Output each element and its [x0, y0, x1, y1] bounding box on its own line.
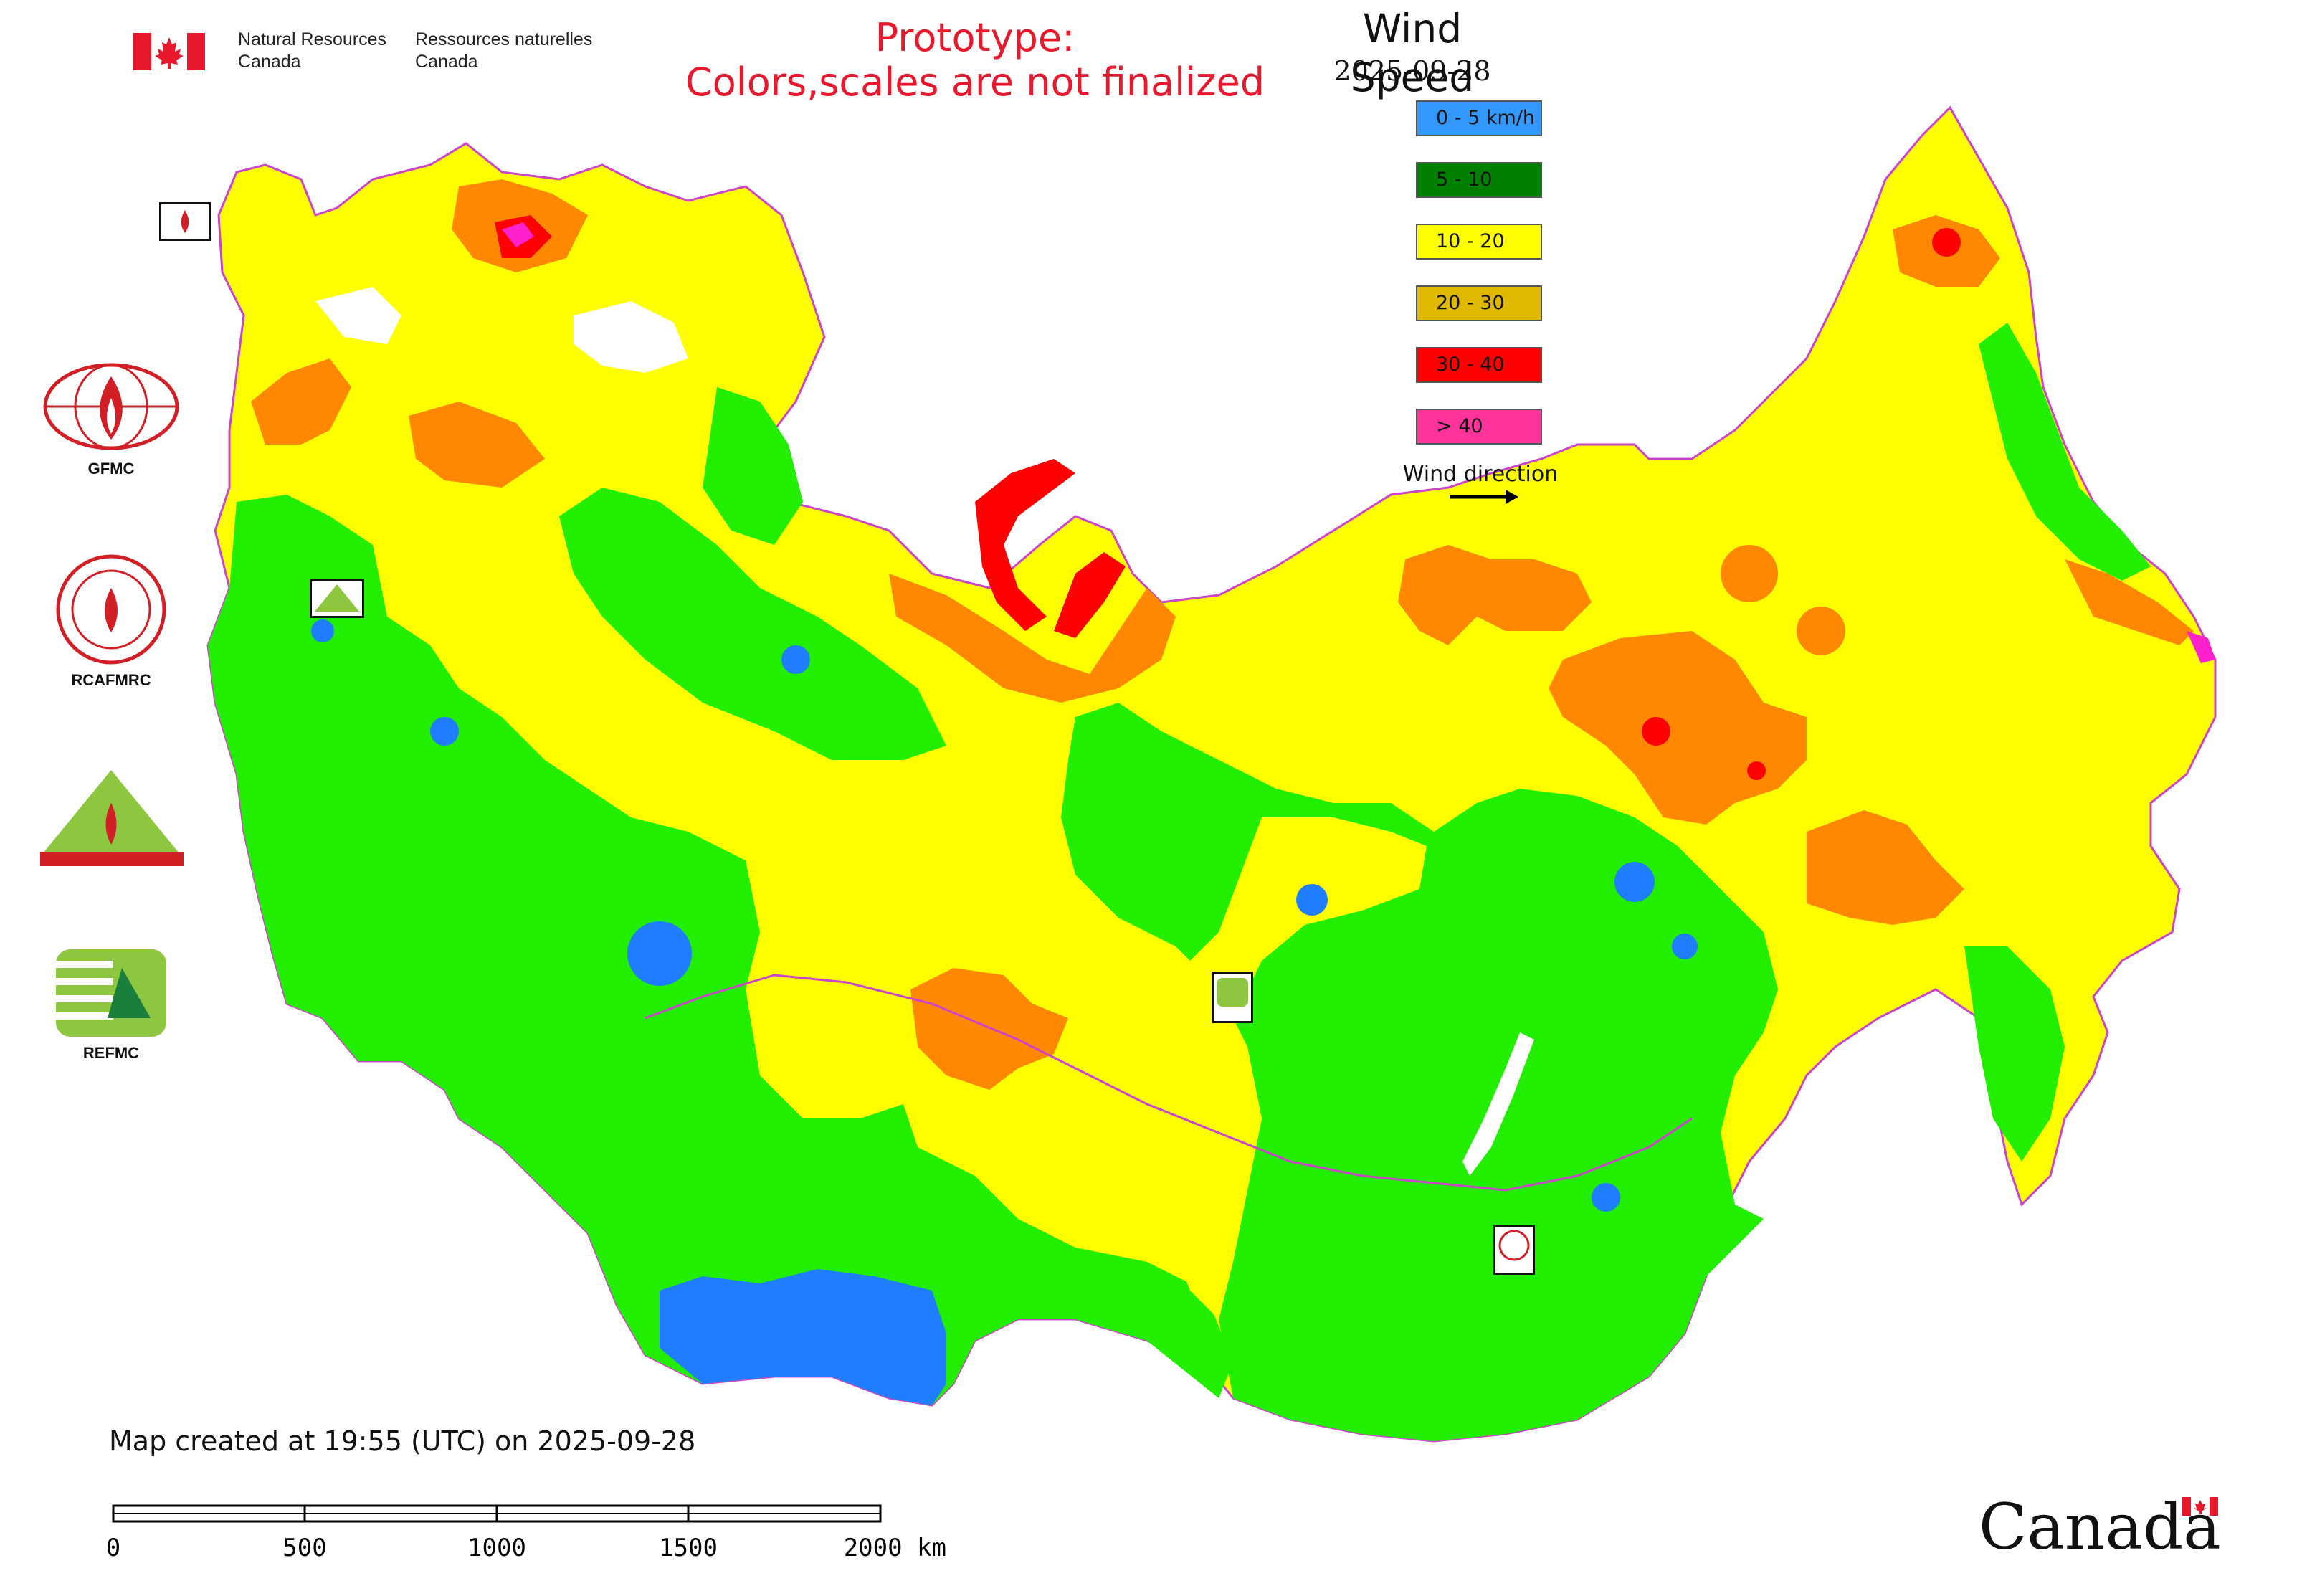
refmc-marker-icon — [1217, 978, 1248, 1007]
zone-calm-2 — [1614, 862, 1655, 902]
sidebar-logo-label: REFMC — [82, 1044, 140, 1062]
org-en-line1: Natural Resources — [238, 29, 387, 49]
legend-title: Wind Speed — [1350, 6, 1475, 100]
zone-light-wind-far-east — [1964, 946, 2065, 1162]
zone-strong-kara — [1054, 552, 1126, 638]
prototype-line2: Colors,scales are not finalized — [685, 60, 1265, 105]
sidebar-logo-refmc: REFMC — [36, 946, 186, 1063]
zone-fresh-yakutia — [1549, 631, 1807, 825]
legend-item-4: 30 - 40 — [1416, 347, 1542, 383]
wind-direction-label: Wind direction — [1402, 462, 1559, 487]
legend-item-3: 20 - 30 — [1416, 285, 1542, 321]
zone-moderate-central — [1147, 817, 1427, 1118]
scale-label-2000: 2000 km — [844, 1534, 946, 1562]
zone-calm-6 — [311, 619, 334, 642]
zone-calm-5 — [430, 717, 459, 746]
canada-wordmark: Canada — [1979, 1491, 2222, 1570]
legend-date: 2025-09-28 — [1333, 55, 1491, 87]
org-en-line2: Canada — [238, 52, 301, 72]
baltic-gulf — [315, 287, 401, 344]
zone-fresh-nw — [251, 358, 351, 445]
legend-item-label: 20 - 30 — [1436, 292, 1505, 314]
org-name-en: Natural Resources Canada — [238, 29, 386, 73]
national-border — [645, 974, 1693, 1192]
canada-wordmark-flag-icon — [2182, 1497, 2218, 1516]
nrcan-signature: Natural Resources Canada Ressources natu… — [133, 29, 607, 79]
refmc-sigma-icon — [56, 949, 166, 1037]
scale-label-1000: 1000 — [467, 1534, 526, 1562]
zone-fresh-taimyr — [1398, 545, 1592, 645]
zone-fresh-yamal — [889, 574, 1176, 703]
zone-fresh-dot-1 — [1721, 545, 1778, 602]
lake-baikal — [1462, 1032, 1534, 1176]
zone-fresh-kamchatka — [2065, 559, 2194, 645]
zone-calm-4 — [1592, 1183, 1620, 1212]
legend-item-2: 10 - 20 — [1416, 224, 1542, 260]
sidebar-logo-label: RCAFMRC — [71, 671, 151, 689]
zone-calm-3 — [1672, 934, 1698, 959]
reefmc-marker-icon — [315, 584, 359, 612]
zone-gale-kola — [502, 222, 534, 247]
legend-item-label: 10 - 20 — [1436, 230, 1505, 252]
sidebar-logo-gfmc: GFMC — [36, 362, 186, 478]
reefmc-triangle-icon — [40, 770, 184, 866]
legend-item-0: 0 - 5 km/h — [1416, 100, 1542, 136]
legend-item-label: 5 - 10 — [1436, 168, 1493, 191]
legend-item-label: > 40 — [1436, 415, 1483, 437]
white-sea — [574, 301, 688, 373]
zone-strong-yakutia-1 — [1642, 717, 1670, 746]
station-marker-gfmc[interactable] — [159, 202, 211, 241]
sidebar-logo-label: GFMC — [87, 460, 135, 478]
legend-item-1: 5 - 10 — [1416, 162, 1542, 198]
legend-item-label: 0 - 5 km/h — [1436, 107, 1535, 129]
zone-strong-chukotka — [1932, 228, 1961, 257]
gfmc-marker-icon — [181, 210, 189, 233]
rcafmrc-seal-icon — [56, 554, 166, 665]
sidebar-logo-rcafmrc: RCAFMRC — [36, 552, 186, 690]
zone-gale-kamchatka — [2187, 631, 2215, 663]
legend-item-label: 30 - 40 — [1436, 353, 1505, 376]
zone-fresh-okhotsk — [1807, 810, 1964, 925]
zone-fresh-dot-2 — [1797, 607, 1845, 655]
legend-item-5: > 40 — [1416, 409, 1542, 445]
org-fr-line2: Canada — [415, 52, 478, 72]
scale-label-0: 0 — [106, 1534, 120, 1562]
sidebar-logo-reefmc — [36, 767, 186, 872]
prototype-notice: Prototype: Colors,scales are not finaliz… — [645, 16, 1305, 105]
zone-calm-1 — [1296, 884, 1328, 916]
org-fr-line1: Ressources naturelles — [415, 29, 593, 49]
scale-bar: 0 500 1000 1500 2000 km — [106, 1504, 946, 1562]
zone-calm-south — [660, 1269, 946, 1405]
prototype-line1: Prototype: — [875, 15, 1075, 60]
gfmc-globe-flame-icon — [43, 363, 179, 450]
station-marker-reefmc[interactable] — [310, 579, 364, 618]
zone-fresh-central — [910, 968, 1068, 1090]
zone-fresh-finland — [409, 402, 545, 488]
station-marker-rcafmrc[interactable] — [1493, 1225, 1535, 1275]
canada-flag-icon — [133, 33, 205, 70]
zone-moderate-south-central — [1161, 1040, 1262, 1319]
zone-light-wind-central — [559, 488, 946, 760]
zone-light-wind-north — [703, 387, 803, 545]
station-marker-refmc[interactable] — [1212, 972, 1253, 1023]
scale-label-1500: 1500 — [659, 1534, 718, 1562]
zone-light-wind-kamchatka — [1979, 323, 2151, 581]
canada-wordmark-text: Canada — [1979, 1490, 2221, 1564]
scale-label-500: 500 — [282, 1534, 326, 1562]
zone-calm-7 — [781, 645, 810, 674]
org-name-fr: Ressources naturelles Canada — [415, 29, 592, 73]
zone-light-wind-west — [208, 495, 1233, 1405]
zone-strong-novaya-zemlya — [975, 459, 1075, 631]
zone-strong-yakutia-2 — [1747, 761, 1766, 780]
wind-direction-arrow-icon — [1450, 490, 1518, 504]
rcafmrc-marker-icon — [1498, 1230, 1530, 1261]
map-created-text: Map created at 19:55 (UTC) on 2025-09-28 — [109, 1425, 696, 1457]
zone-calm-lake — [627, 921, 692, 986]
